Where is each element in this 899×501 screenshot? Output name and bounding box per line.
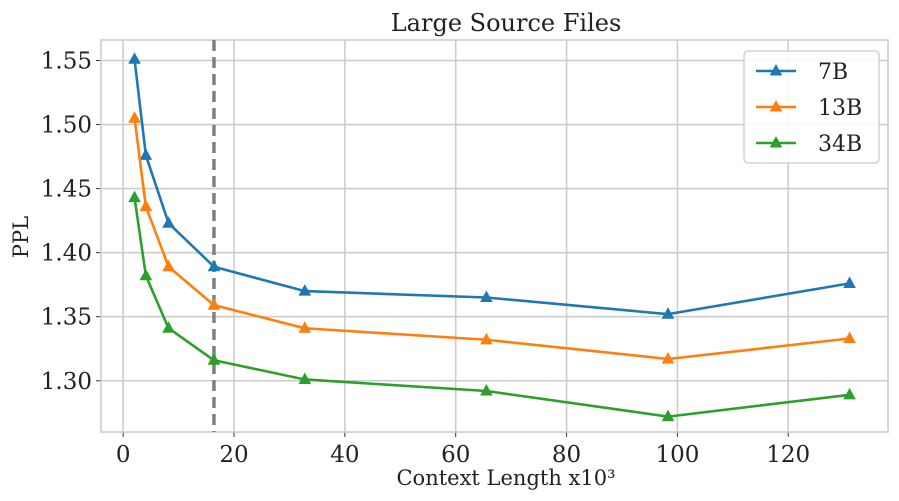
series-line-13B xyxy=(133,117,850,361)
y-tick-label: 1.40 xyxy=(41,241,92,267)
y-axis-label: PPL xyxy=(9,216,33,258)
x-tick-label: 40 xyxy=(330,442,359,468)
y-tick-label: 1.50 xyxy=(41,113,92,139)
data-point-7B xyxy=(843,276,856,288)
legend-box xyxy=(743,50,880,164)
data-point-13B xyxy=(128,111,141,123)
plot-frame xyxy=(100,39,889,433)
legend-marker-7B xyxy=(769,64,783,76)
data-point-34B xyxy=(298,372,312,385)
x-tick-label: 20 xyxy=(219,442,248,468)
data-point-34B xyxy=(128,190,141,203)
y-tick-label: 1.30 xyxy=(41,369,92,395)
data-point-34B xyxy=(843,387,856,400)
x-tick-label: 100 xyxy=(655,442,699,468)
chart-title: Large Source Files xyxy=(391,9,622,37)
data-point-34B xyxy=(162,321,175,333)
legend-label-34B: 34B xyxy=(818,132,862,157)
data-point-7B xyxy=(128,52,141,64)
data-point-34B xyxy=(139,268,153,281)
legend-label-13B: 13B xyxy=(818,96,862,121)
series-line-7B xyxy=(133,59,850,316)
data-point-34B xyxy=(661,409,675,422)
data-point-34B xyxy=(480,384,493,396)
data-point-7B xyxy=(480,290,493,303)
x-tick-label: 80 xyxy=(552,442,581,468)
data-point-13B xyxy=(139,199,153,212)
legend-marker-34B xyxy=(769,136,783,148)
data-point-13B xyxy=(298,321,312,333)
x-tick-label: 60 xyxy=(441,442,470,468)
data-point-7B xyxy=(139,148,153,160)
data-point-7B xyxy=(298,284,312,296)
legend-label-7B: 7B xyxy=(818,60,848,85)
series-line-34B xyxy=(133,197,850,418)
x-axis-label: Context Length x10³ xyxy=(396,466,615,490)
x-tick-label: 120 xyxy=(766,442,810,468)
data-point-34B xyxy=(207,353,221,365)
data-point-13B xyxy=(843,331,856,344)
y-tick-label: 1.45 xyxy=(41,177,92,203)
data-point-13B xyxy=(162,259,175,272)
data-point-13B xyxy=(661,351,675,364)
x-tick-label: 0 xyxy=(116,442,131,468)
legend-marker-13B xyxy=(769,100,783,112)
plot-border xyxy=(100,39,889,433)
data-point-7B xyxy=(162,216,175,228)
data-point-13B xyxy=(480,332,493,345)
y-tick-label: 1.55 xyxy=(41,48,92,74)
data-point-7B xyxy=(661,307,675,319)
data-point-13B xyxy=(207,298,221,310)
y-tick-label: 1.35 xyxy=(41,305,92,331)
axis-ticks: 0 20 40 60 80 100 120 1.30 1.35 1.40 1.45 1.50 1.55 xyxy=(41,48,810,468)
data-point-7B xyxy=(207,259,221,272)
series-group xyxy=(128,52,856,422)
legend: 7B 13B 34B xyxy=(743,50,880,164)
